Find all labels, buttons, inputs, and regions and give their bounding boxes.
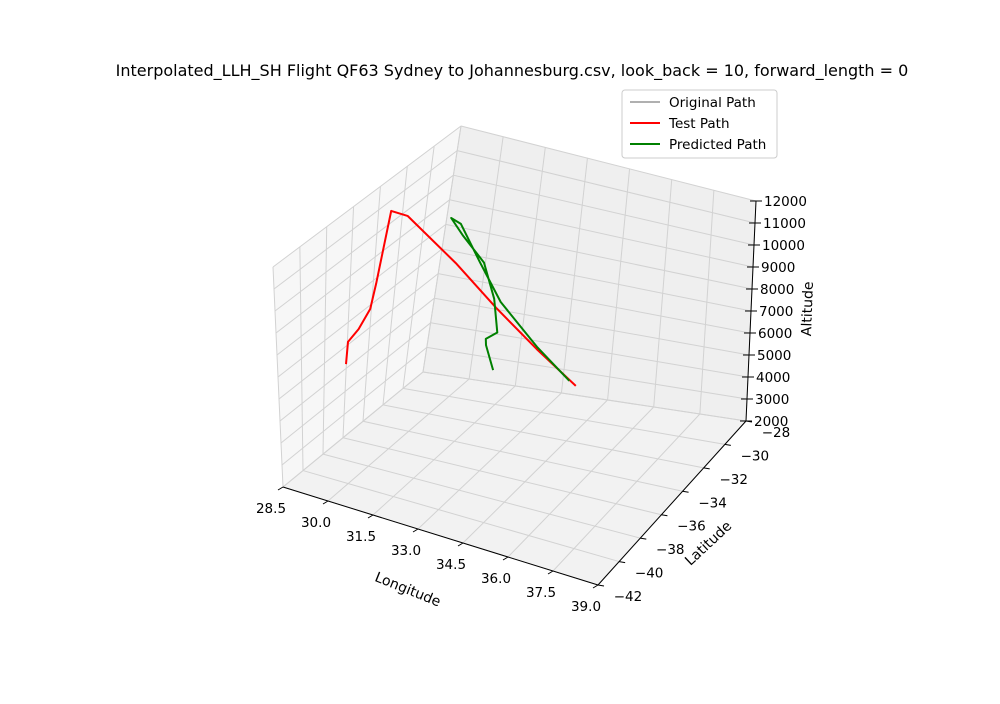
y-axis-line: [597, 420, 747, 586]
z-tick-label: 12000: [764, 194, 807, 210]
y-tick-mark: [724, 443, 731, 446]
y-tick-mark: [640, 537, 647, 540]
z-grid-back: [441, 248, 752, 312]
y-tick-label: −38: [656, 542, 685, 558]
axes: 28.5 30.0 31.5 33.0 34.5 36.0 37.5 39.0 −42 −40 −3…: [256, 194, 807, 615]
z-grid-left: [280, 322, 431, 444]
legend-label-original: Original Path: [669, 95, 756, 111]
y-tick-label: −36: [677, 519, 706, 535]
x-tick-label: 33.0: [391, 543, 421, 559]
x-tick-mark: [367, 514, 374, 519]
z-tick-label: 6000: [758, 326, 792, 342]
x-grid-floor: [417, 392, 562, 530]
x-tick-label: 31.5: [346, 529, 376, 545]
legend: Original Path Test Path Predicted Path: [621, 89, 778, 159]
z-grid-left: [277, 248, 443, 378]
y-tick-label: −40: [635, 566, 664, 582]
y-tick-label: −32: [719, 472, 748, 488]
x-grid-floor: [507, 406, 655, 558]
z-grid-left: [282, 371, 424, 488]
y-tick-mark: [703, 467, 710, 470]
y-tick-mark: [661, 514, 668, 517]
y-grid-floor: [362, 420, 683, 492]
z-grid-back: [422, 371, 747, 422]
pane-back: [423, 126, 756, 421]
x-tick-mark: [547, 570, 554, 575]
z-tick-label: 11000: [763, 216, 806, 232]
x-grid-floor: [462, 399, 608, 544]
y-grid-floor: [342, 437, 662, 516]
z-grid-left: [278, 273, 439, 400]
y-grid-floor: [302, 470, 620, 563]
x-axis-line: [282, 486, 599, 586]
z-grid-left: [281, 347, 428, 466]
y-grid-floor: [402, 387, 725, 445]
y-tick-label: −34: [698, 495, 727, 511]
x-tick-label: 28.5: [256, 501, 286, 517]
z-grid-left: [275, 199, 450, 334]
y-tick-label: −42: [614, 589, 643, 605]
z-tick-label: 2000: [754, 414, 788, 430]
pane-left: [273, 126, 461, 487]
z-grid-back: [434, 297, 750, 356]
z-tick-label: 8000: [760, 282, 794, 298]
legend-label-test: Test Path: [668, 116, 730, 132]
z-tick-label: 10000: [762, 238, 805, 254]
z-grid-back: [453, 174, 755, 246]
x-tick-mark: [592, 584, 599, 589]
series-line-test-path: [345, 209, 577, 387]
z-grid-back: [457, 150, 756, 224]
z-axis-line: [745, 200, 757, 422]
z-grid-left: [273, 150, 458, 290]
x-tick-label: 37.5: [526, 585, 556, 601]
z-grid-left: [276, 224, 447, 356]
x-grid-floor: [327, 378, 470, 502]
y-grid-floor: [322, 453, 641, 539]
y-tick-mark: [682, 490, 689, 493]
z-grid-back: [445, 223, 753, 290]
z-tick-label: 9000: [761, 260, 795, 276]
x-tick-label: 36.0: [481, 571, 511, 587]
z-axis-label: Altitude: [799, 281, 817, 336]
legend-box: [621, 89, 778, 159]
y-tick-label: −28: [762, 425, 791, 441]
x-tick-mark: [277, 486, 284, 491]
x-tick-label: 39.0: [571, 599, 601, 615]
x-tick-mark: [457, 542, 464, 547]
z-grid-left: [272, 125, 462, 268]
pane-floor: [283, 372, 746, 585]
x-tick-label: 34.5: [436, 557, 466, 573]
z-grid-left: [279, 297, 435, 422]
x-axis-label: Longitude: [372, 569, 443, 610]
x-tick-mark: [412, 528, 419, 533]
x-tick-mark: [502, 556, 509, 561]
y-tick-label: −30: [741, 448, 770, 464]
z-tick-label: 3000: [755, 392, 789, 408]
z-tick-label: 5000: [757, 348, 791, 364]
series-layer: [345, 209, 577, 387]
y-tick-mark: [619, 561, 626, 564]
z-grid-back: [449, 199, 754, 268]
z-grid-back: [460, 125, 757, 202]
x-tick-mark: [322, 500, 329, 505]
x-tick-label: 30.0: [301, 515, 331, 531]
z-grid-left: [274, 174, 454, 312]
chart-title: Interpolated_LLH_SH Flight QF63 Sydney t…: [116, 61, 909, 81]
z-grid-back: [426, 346, 748, 400]
z-tick-label: 7000: [759, 304, 793, 320]
legend-label-predicted: Predicted Path: [669, 137, 766, 153]
y-grid-floor: [382, 404, 704, 469]
z-grid-back: [430, 322, 749, 378]
z-tick-label: 4000: [756, 370, 790, 386]
x-grid-floor: [552, 413, 701, 572]
y-tick-mark: [597, 584, 605, 587]
grid-lines: [272, 125, 757, 586]
pane-back-floor: [273, 126, 756, 585]
series-line-predicted-path: [450, 217, 571, 382]
x-grid-floor: [372, 385, 516, 516]
